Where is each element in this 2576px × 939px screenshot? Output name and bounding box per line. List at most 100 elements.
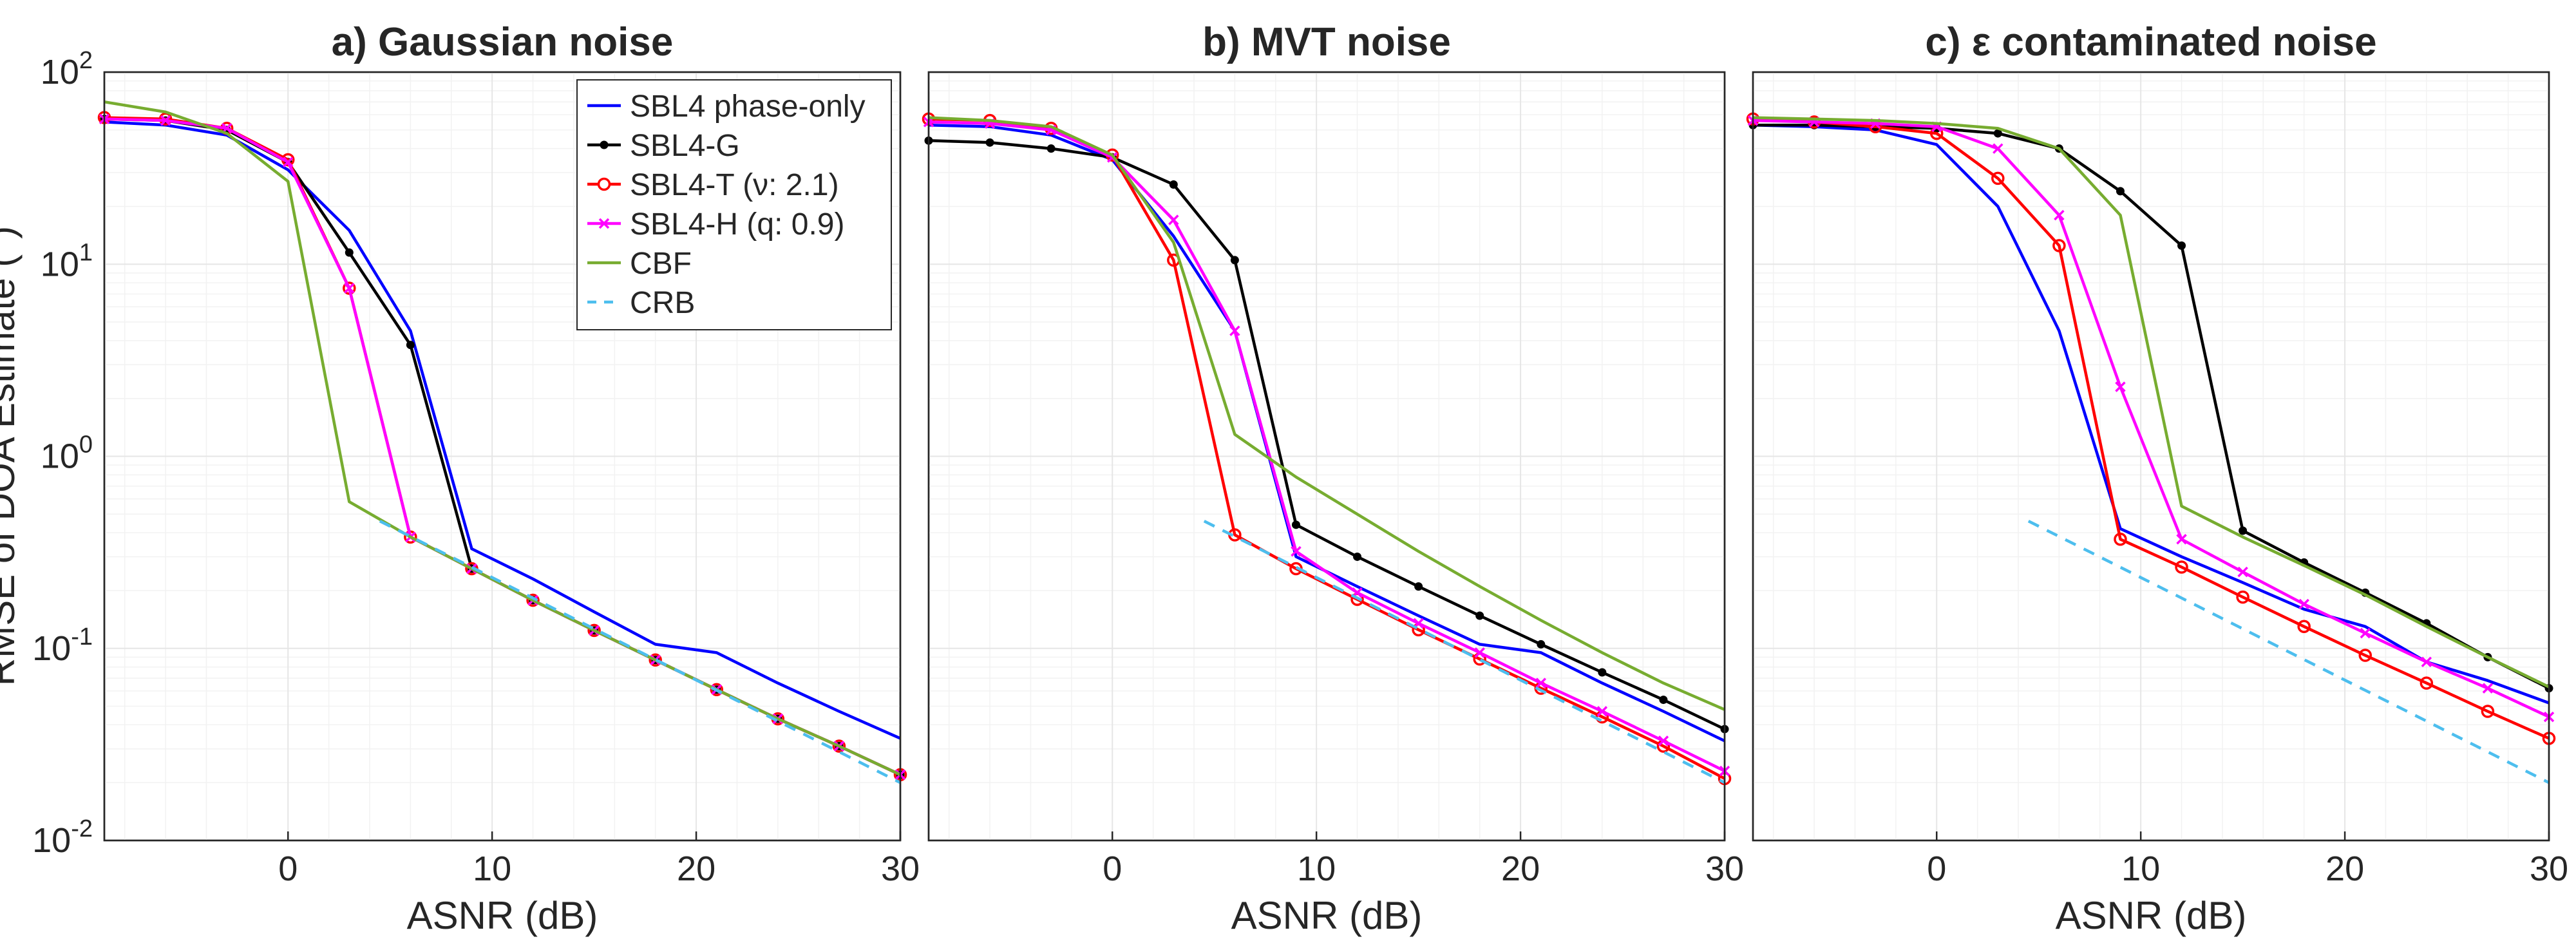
data-point: [2115, 381, 2126, 392]
data-point: [1291, 545, 1302, 557]
axes-border: [1752, 71, 2550, 842]
x-tick-label: 0: [278, 849, 298, 888]
data-point: [2114, 533, 2127, 546]
legend-label: CBF: [630, 247, 692, 281]
x-axis-label: ASNR (dB): [407, 894, 598, 937]
axes-border: [927, 71, 1726, 842]
legend-entry-sbl4-t-2-1: SBL4-T (ν: 2.1): [587, 168, 839, 202]
data-point: [2298, 598, 2309, 610]
series-line: [1203, 520, 1726, 784]
data-point: [2054, 209, 2065, 221]
y-tick-label: 10-1: [32, 623, 93, 668]
series-cbf: [1752, 116, 2550, 688]
data-point: [2420, 676, 2434, 690]
legend-box: [576, 79, 892, 330]
x-tick-label: 20: [1501, 849, 1540, 888]
panel-title: b) MVT noise: [1202, 20, 1451, 64]
series-line: [379, 520, 902, 784]
data-point: [1169, 180, 1178, 189]
x-tick-label: 30: [1705, 849, 1744, 888]
data-point: [1537, 640, 1546, 649]
data-point: [1596, 706, 1608, 717]
legend-entry-sbl4-h-q-0-9: SBL4-H (q: 0.9): [587, 207, 844, 242]
x-tick-label: 0: [1103, 849, 1122, 888]
data-point: [2239, 526, 2248, 535]
data-point: [345, 248, 354, 257]
series-crb: [2027, 520, 2550, 784]
series-line: [928, 120, 1725, 773]
y-tick-label: 10-2: [32, 815, 93, 860]
series-sbl4-h-q-0-9: [1747, 115, 2555, 723]
series-line: [1752, 116, 2550, 688]
data-point: [526, 593, 540, 607]
series-crb: [1203, 520, 1726, 784]
data-point: [282, 156, 294, 167]
data-point: [344, 283, 355, 294]
data-point: [1993, 129, 2002, 138]
data-point: [1658, 735, 1669, 746]
x-axis-label: ASNR (dB): [1231, 894, 1423, 937]
data-point: [1475, 611, 1484, 620]
data-point: [710, 683, 724, 697]
data-point: [985, 138, 994, 147]
data-point: [1291, 520, 1300, 529]
data-point: [1229, 325, 1240, 336]
legend-label: CRB: [630, 286, 695, 320]
legend-marker: [598, 218, 610, 229]
legend-entry-crb: CRB: [587, 286, 695, 320]
x-tick-label: 30: [881, 849, 920, 888]
data-point: [1993, 143, 2003, 154]
panel-title: c) ε contaminated noise: [1925, 20, 2376, 64]
data-point: [832, 739, 846, 753]
data-point: [649, 653, 662, 667]
data-point: [406, 341, 415, 350]
series-line: [2027, 520, 2550, 784]
panel-3: 0 10 20 30 c) ε contaminated noise ASNR (dB): [1746, 20, 2568, 937]
data-point: [2358, 649, 2372, 662]
legend-entry-cbf: CBF: [587, 247, 692, 281]
series-line: [1752, 119, 2550, 719]
data-point: [2116, 187, 2125, 196]
legend-entry-sbl4-g: SBL4-G: [587, 129, 740, 163]
series-cbf: [928, 116, 1725, 711]
series-sbl4-h-q-0-9: [923, 117, 1730, 777]
axes-border: [103, 71, 902, 842]
x-tick-label: 30: [2530, 849, 2568, 888]
data-point: [1474, 647, 1485, 658]
legend-label: SBL4 phase-only: [630, 90, 866, 124]
data-point: [2237, 566, 2248, 578]
panel-2: 0 10 20 30 b) MVT noise ASNR (dB): [922, 20, 1744, 937]
panel-title: a) Gaussian noise: [332, 20, 674, 64]
series-cbf: [104, 100, 901, 776]
data-point: [1230, 256, 1239, 265]
data-point: [2482, 683, 2494, 694]
legend-marker: [600, 140, 609, 149]
legend-label: SBL4-G: [630, 129, 740, 163]
data-point: [2176, 534, 2187, 545]
legend: SBL4 phase-only SBL4-G SBL4-T (ν: 2.1) SBL4…: [576, 79, 892, 330]
y-tick-label: 102: [41, 47, 93, 91]
y-tick-label: 101: [41, 239, 93, 283]
x-tick-label: 10: [473, 849, 511, 888]
data-point: [2177, 241, 2186, 250]
y-tick-label: 100: [41, 432, 93, 476]
data-point: [1046, 144, 1056, 153]
data-point: [1598, 668, 1607, 677]
data-point: [1353, 552, 1362, 561]
data-point: [2052, 239, 2066, 252]
series-crb: [379, 520, 902, 784]
legend-marker: [597, 177, 611, 191]
series-sbl4-g: [924, 136, 1729, 734]
data-point: [2481, 705, 2495, 718]
series-line: [1752, 117, 2550, 740]
series-line: [104, 100, 901, 776]
data-point: [1535, 678, 1547, 688]
legend-label: SBL4-T (ν: 2.1): [630, 168, 839, 202]
data-point: [1168, 214, 1179, 225]
series-line: [928, 116, 1725, 711]
x-tick-label: 20: [2325, 849, 2364, 888]
x-tick-label: 20: [677, 849, 715, 888]
data-point: [1991, 171, 2005, 185]
data-point: [1414, 582, 1423, 591]
